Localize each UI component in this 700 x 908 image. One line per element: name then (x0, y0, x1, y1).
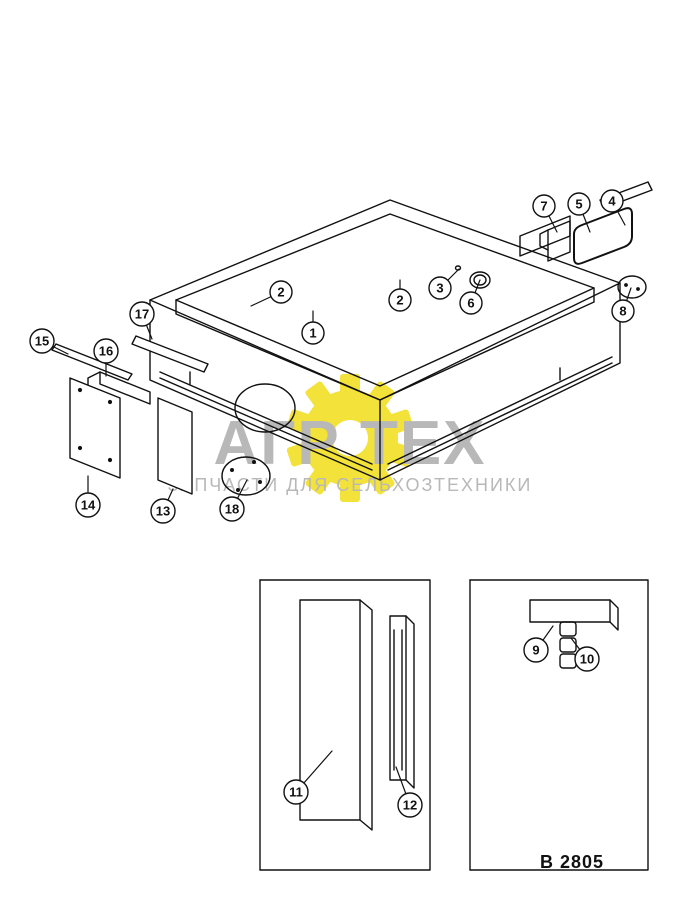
callout-10: 10 (580, 652, 594, 667)
callout-12: 12 (403, 798, 417, 813)
callout-9: 9 (532, 643, 539, 658)
callout-2: 2 (396, 293, 403, 308)
callout-7: 7 (540, 199, 547, 214)
callout-4: 4 (608, 194, 615, 209)
callout-6: 6 (467, 296, 474, 311)
callout-15: 15 (35, 334, 49, 349)
callout-18: 18 (225, 502, 239, 517)
reference-code: B 2805 (540, 852, 604, 873)
callout-14: 14 (81, 498, 95, 513)
callout-1: 1 (309, 326, 316, 341)
callout-3: 3 (436, 281, 443, 296)
callout-17: 17 (135, 307, 149, 322)
callout-11: 11 (289, 785, 303, 800)
line-art (0, 0, 700, 908)
callout-8: 8 (619, 304, 626, 319)
diagram-stage: АГР ТЕХ ЗАПЧАСТИ ДЛЯ СЕЛЬХОЗТЕХНИКИ (0, 0, 700, 908)
callout-2: 2 (277, 285, 284, 300)
callout-16: 16 (99, 344, 113, 359)
callout-5: 5 (575, 197, 582, 212)
callout-13: 13 (156, 504, 170, 519)
